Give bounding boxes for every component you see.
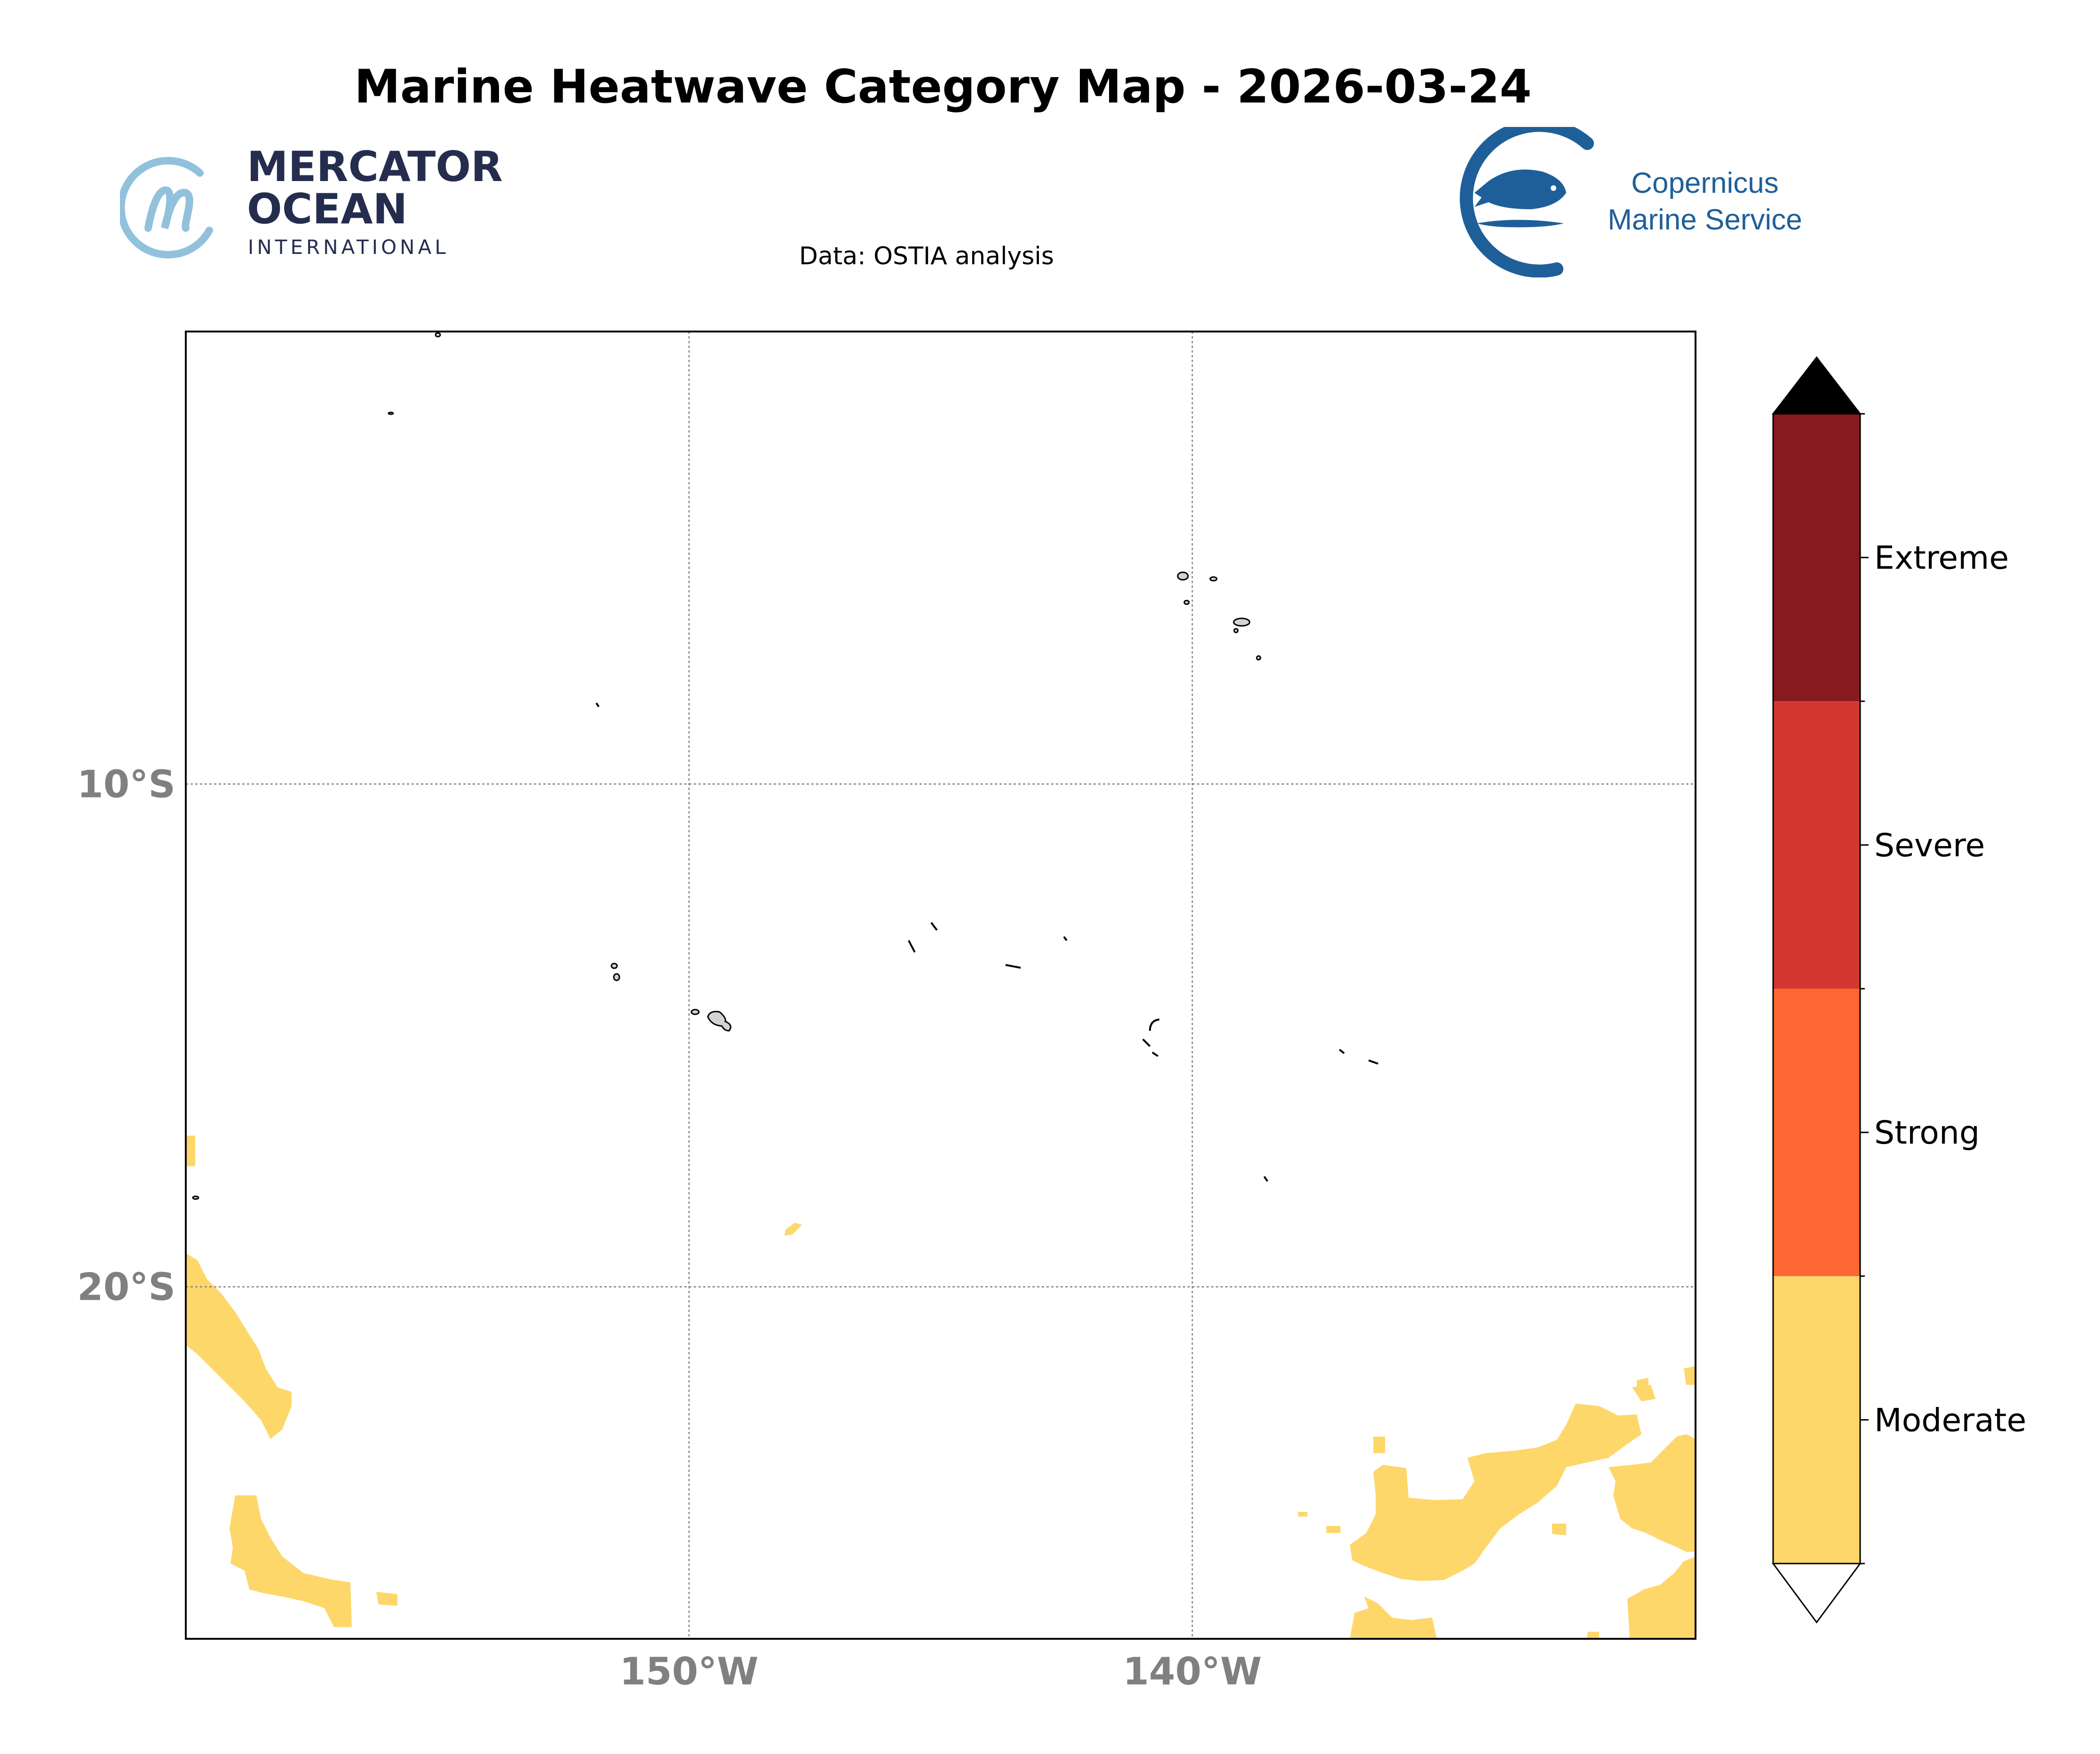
- map-background: [186, 332, 1696, 1639]
- island: [595, 702, 600, 708]
- colorbar: Moderate Strong Severe Extreme: [1771, 356, 2026, 1624]
- island: [192, 1195, 199, 1200]
- data-source-note: Data: OSTIA analysis: [799, 242, 1054, 270]
- island: [1263, 1176, 1268, 1182]
- lat-tick-label: 10°S: [77, 762, 175, 806]
- moderate-heatwave-patch: [186, 1136, 195, 1166]
- moderate-heatwave-patch: [376, 1592, 397, 1606]
- copernicus-line1: Copernicus: [1631, 167, 1779, 199]
- colorbar-label: Extreme: [1874, 540, 2009, 577]
- moderate-heatwave-patch: [1609, 1434, 1696, 1552]
- copernicus-fish-icon: [1459, 127, 1594, 277]
- mercator-line1: MERCATOR: [247, 146, 503, 191]
- moderate-heatwave-patch: [785, 1223, 802, 1236]
- moderate-heatwave-patch: [1298, 1512, 1308, 1517]
- colorbar-under-triangle: [1772, 1563, 1862, 1624]
- island: [1209, 576, 1218, 582]
- map-gridlines: [186, 332, 1696, 1639]
- moderate-heatwave-patch: [1373, 1437, 1385, 1453]
- island: [930, 922, 938, 931]
- mercator-line3: INTERNATIONAL: [248, 236, 449, 259]
- moderate-heatwave-patch: [1637, 1378, 1648, 1387]
- axis-tick-labels: 150°W 140°W 10°S 20°S: [77, 762, 1262, 1693]
- moderate-heatwave-patch: [1684, 1366, 1696, 1385]
- moderate-heatwave-patch: [1350, 1404, 1641, 1581]
- colorbar-segment-strong: [1773, 988, 1860, 1276]
- colorbar-label: Severe: [1874, 827, 1985, 864]
- island: [388, 411, 394, 415]
- islands-layer: [192, 332, 1379, 1200]
- copernicus-line2: Marine Service: [1608, 204, 1802, 236]
- moderate-heatwave-patch: [186, 1253, 292, 1439]
- island: [1183, 600, 1190, 605]
- island: [1005, 964, 1021, 969]
- colorbar-segment-moderate: [1773, 1276, 1860, 1564]
- mercator-mark-icon: [120, 157, 213, 259]
- colorbar-label: Strong: [1874, 1114, 1980, 1152]
- island: [1063, 936, 1068, 941]
- colorbar-frame: [1772, 413, 1861, 1564]
- island: [435, 332, 441, 338]
- moderate-heatwave-areas: [186, 1136, 1696, 1639]
- colorbar-over-triangle: [1771, 356, 1862, 415]
- map-frame: [185, 331, 1696, 1640]
- lon-tick-label: 140°W: [1123, 1650, 1261, 1693]
- island: [690, 1009, 700, 1015]
- island: [610, 963, 618, 969]
- moderate-heatwave-patch: [1587, 1632, 1599, 1639]
- moderate-heatwave-patch: [1350, 1596, 1437, 1639]
- island: [613, 973, 620, 981]
- lon-tick-label: 150°W: [619, 1650, 758, 1693]
- island: [1368, 1059, 1379, 1065]
- island: [1177, 571, 1189, 581]
- moderate-heatwave-patch: [1632, 1385, 1656, 1401]
- island: [1142, 1038, 1151, 1047]
- colorbar-segment-severe: [1773, 701, 1860, 989]
- colorbar-label: Moderate: [1874, 1402, 2026, 1439]
- island: [1233, 617, 1251, 627]
- moderate-heatwave-patch: [1326, 1526, 1340, 1533]
- moderate-heatwave-patch: [1552, 1524, 1566, 1535]
- mercator-line2: OCEAN: [247, 185, 407, 233]
- island: [1339, 1049, 1345, 1054]
- island: [1233, 628, 1239, 633]
- island: [908, 940, 916, 953]
- colorbar-segment-extreme: [1773, 414, 1860, 702]
- island: [1256, 655, 1261, 661]
- moderate-heatwave-patch: [1627, 1556, 1696, 1639]
- tahiti-island: [707, 1011, 732, 1032]
- copernicus-marine-logo: Copernicus Marine Service: [1459, 127, 1802, 277]
- moderate-heatwave-patch: [230, 1495, 352, 1627]
- island: [1149, 1019, 1160, 1031]
- chart-title: Marine Heatwave Category Map - 2026-03-2…: [354, 60, 1532, 114]
- lat-tick-label: 20°S: [77, 1265, 175, 1309]
- island: [1151, 1051, 1159, 1057]
- mercator-ocean-logo: MERCATOR OCEAN INTERNATIONAL: [120, 146, 503, 259]
